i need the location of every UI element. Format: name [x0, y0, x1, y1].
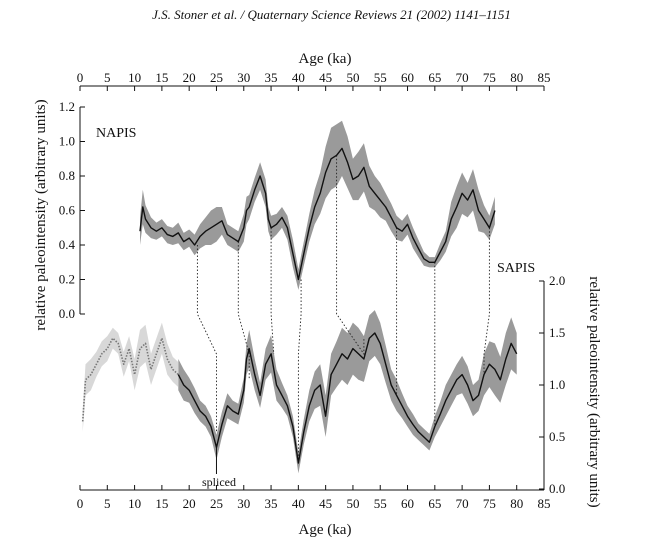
bottom-axis-tick-label: 45: [319, 496, 332, 511]
top-axis-tick-label: 35: [265, 70, 278, 85]
tie-lines: [196, 155, 490, 463]
bottom-axis-tick-label: 25: [210, 496, 223, 511]
right-axis-tick-label: 0.5: [549, 429, 565, 444]
left-axis-tick-label: 1.0: [59, 134, 75, 149]
right-axis-tick-label: 1.5: [549, 325, 565, 340]
citation-header: J.S. Stoner et al. / Quaternary Science …: [152, 7, 511, 22]
napis-series-line: [139, 147, 496, 281]
sapis-label: SAPIS: [497, 261, 535, 276]
top-axis-tick-label: 5: [104, 70, 111, 85]
left-axis-title: relative paleointensity (arbitrary units…: [33, 99, 49, 330]
top-axis-title: Age (ka): [299, 51, 352, 67]
napis-uncertainty-band: [140, 120, 495, 290]
top-axis-tick-label: 10: [128, 70, 141, 85]
tie-line: [297, 279, 302, 463]
bottom-axis-tick-label: 60: [401, 496, 414, 511]
bottom-axis-tick-label: 75: [483, 496, 496, 511]
tie-line: [196, 245, 217, 432]
top-axis-tick-label: 65: [428, 70, 441, 85]
bottom-axis-tick-label: 80: [510, 496, 523, 511]
top-axis-tick-label: 20: [183, 70, 196, 85]
right-axis-tick-label: 0.0: [549, 481, 565, 496]
axes: 0 5 10 15 20 25 30 35 40 45 50 55 60 65 70 75 80 85 0 5 10 15…: [59, 70, 566, 511]
spliced-series-line: [81, 337, 179, 422]
spliced-label: spliced: [202, 475, 236, 489]
top-axis-tick-label: 25: [210, 70, 223, 85]
top-axis-tick-label: 80: [510, 70, 523, 85]
right-axis-tick-label: 1.0: [549, 377, 565, 392]
top-axis-tick-label: 55: [374, 70, 387, 85]
bottom-axis-tick-label: 10: [128, 496, 141, 511]
bottom-axis-tick-label: 70: [456, 496, 469, 511]
left-axis-tick-label: 1.2: [59, 99, 75, 114]
top-axis-tick-label: 40: [292, 70, 305, 85]
tie-line: [483, 227, 490, 375]
bottom-axis-tick-label: 55: [374, 496, 387, 511]
tie-line: [237, 241, 250, 380]
tie-line: [270, 227, 275, 355]
bottom-axis-tick-label: 15: [155, 496, 168, 511]
top-axis-tick-label: 85: [538, 70, 551, 85]
bottom-axis-tick-label: 85: [538, 496, 551, 511]
sapis-series-line: [177, 332, 518, 464]
top-axis-tick-label: 15: [155, 70, 168, 85]
top-axis-tick-label: 0: [77, 70, 84, 85]
series-lines: [81, 147, 518, 464]
top-axis-tick-label: 50: [346, 70, 359, 85]
bottom-axis-tick-label: 5: [104, 496, 111, 511]
bottom-axis-tick-label: 50: [346, 496, 359, 511]
right-axis-title: relative paleointensity (arbitrary units…: [586, 276, 602, 507]
left-axis-tick-label: 0.2: [59, 272, 75, 287]
bottom-axis-tick-label: 35: [265, 496, 278, 511]
right-axis-tick-label: 2.0: [549, 273, 565, 288]
top-axis-tick-label: 45: [319, 70, 332, 85]
left-axis-tick-label: 0.6: [59, 203, 76, 218]
top-axis-tick-label: 70: [456, 70, 469, 85]
tie-line: [336, 155, 365, 356]
top-axis-tick-label: 75: [483, 70, 496, 85]
spliced-uncertainty-band: [82, 322, 179, 432]
bottom-axis-title: Age (ka): [299, 522, 352, 538]
left-axis-tick-label: 0.0: [59, 306, 75, 321]
top-axis-tick-label: 60: [401, 70, 414, 85]
left-axis-tick-label: 0.8: [59, 168, 75, 183]
top-axis-tick-label: 30: [237, 70, 250, 85]
left-axis-tick-label: 0.4: [59, 237, 76, 252]
napis-label: NAPIS: [96, 126, 136, 141]
bottom-axis-tick-label: 20: [183, 496, 196, 511]
bottom-axis-tick-label: 30: [237, 496, 250, 511]
bottom-axis-tick-label: 0: [77, 496, 84, 511]
sapis-uncertainty-band: [178, 310, 517, 474]
bottom-axis-tick-label: 40: [292, 496, 305, 511]
bottom-axis-tick-label: 65: [428, 496, 441, 511]
uncertainty-bands: [82, 120, 517, 474]
